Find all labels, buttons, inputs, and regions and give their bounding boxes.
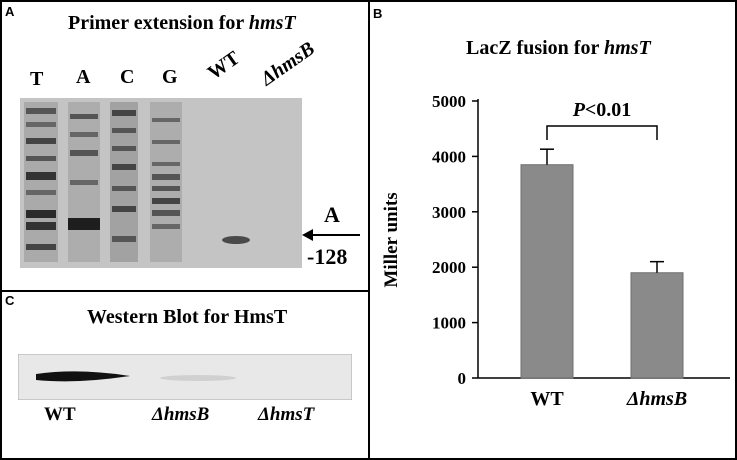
panel-a-title-gene: hmsT (248, 12, 296, 34)
gel-lane-t (24, 102, 58, 262)
y-tick-label: 4000 (432, 147, 466, 166)
panel-c: C Western Blot for HmsT WT ΔhmsB ΔhmsT (0, 290, 370, 460)
panel-a: A Primer extension for hmsT T A C G WT Δ… (0, 0, 370, 292)
y-tick-label: 3000 (432, 203, 466, 222)
chart-title: LacZ fusion for hmsT (466, 37, 651, 59)
y-tick-label: 2000 (432, 258, 466, 277)
lane-label-g: G (162, 66, 178, 88)
panel-b-letter: B (373, 6, 383, 21)
blot-label-hmsb: ΔhmsB (152, 404, 210, 425)
blot-label-wt: WT (44, 404, 76, 425)
gel-lane-c (110, 102, 138, 262)
arrow-label-position: -128 (307, 244, 348, 269)
gel-lane-wt (222, 236, 250, 244)
bar-wt (520, 164, 574, 379)
lane-label-a: A (76, 66, 91, 88)
panel-b: B LacZ fusion for hmsT Miller units 0 100… (368, 0, 737, 460)
y-tick-label: 1000 (432, 314, 466, 333)
chart-title-gene: hmsT (604, 37, 651, 59)
significance-label: P<0.01 (572, 99, 632, 121)
x-tick-label: WT (530, 388, 564, 410)
lacz-bar-chart: LacZ fusion for hmsT Miller units 0 1000 2… (381, 37, 730, 410)
lane-label-t: T (30, 68, 44, 90)
panel-a-title-text: Primer extension for (68, 12, 249, 34)
significance-bracket (546, 125, 658, 140)
x-tick-label: ΔhmsB (626, 388, 687, 410)
panel-a-letter: A (5, 4, 15, 19)
y-axis-label: Miller units (381, 192, 402, 287)
plot-area: 0 1000 2000 3000 4000 5000 WT ΔhmsB P<0.01 (432, 92, 730, 410)
western-blot (18, 354, 352, 400)
lane-label-c: C (120, 66, 135, 88)
chart-title-text: LacZ fusion for (466, 37, 604, 59)
blot-label-hmst: ΔhmsT (258, 404, 315, 425)
blot-band-hmsb (160, 375, 236, 381)
panel-c-letter: C (5, 293, 15, 308)
lane-label-wt: WT (203, 47, 244, 85)
panel-a-title: Primer extension for hmsT (68, 12, 296, 35)
y-tick-label: 0 (458, 369, 467, 388)
significance-p: P (572, 99, 586, 121)
significance-value: <0.01 (585, 99, 631, 121)
arrow-label-base: A (324, 202, 340, 227)
primer-extension-gel (20, 98, 302, 268)
gel-lane-g (150, 102, 182, 262)
bar-hmsb (630, 272, 684, 379)
left-arrow-icon (302, 229, 360, 241)
blot-band-wt (36, 371, 130, 382)
lane-label-hmsb: ΔhmsB (256, 37, 319, 91)
y-tick-label: 5000 (432, 92, 466, 111)
panel-c-title: Western Blot for HmsT (87, 306, 288, 328)
gel-lane-a (68, 102, 100, 262)
